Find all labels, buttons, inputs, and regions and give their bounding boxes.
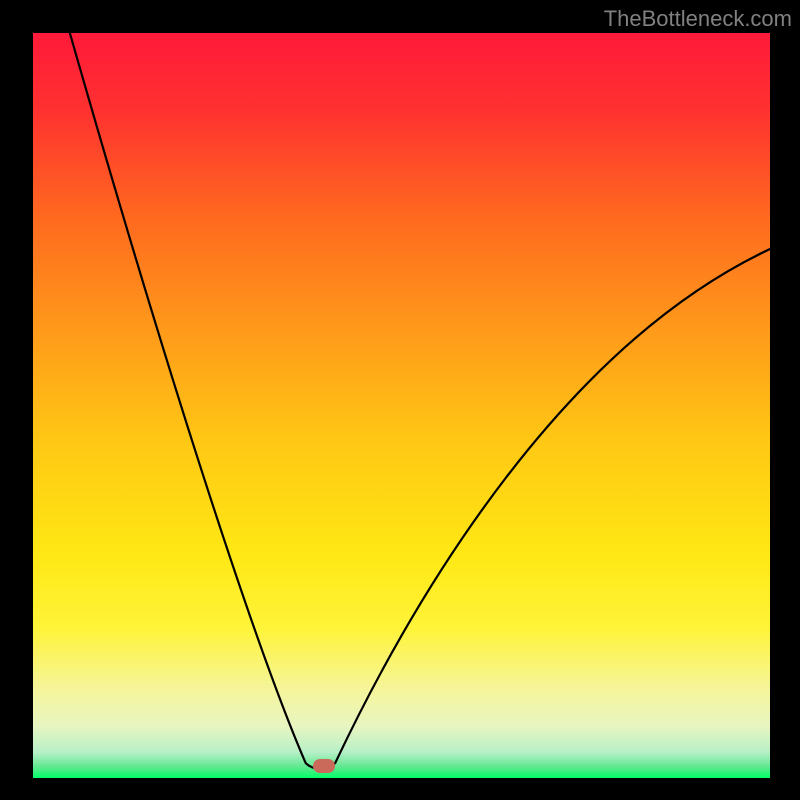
plot-area (33, 33, 770, 778)
curve-path (70, 33, 770, 769)
bottleneck-curve (33, 33, 770, 778)
watermark-label: TheBottleneck.com (604, 6, 792, 32)
optimum-marker (313, 759, 335, 773)
